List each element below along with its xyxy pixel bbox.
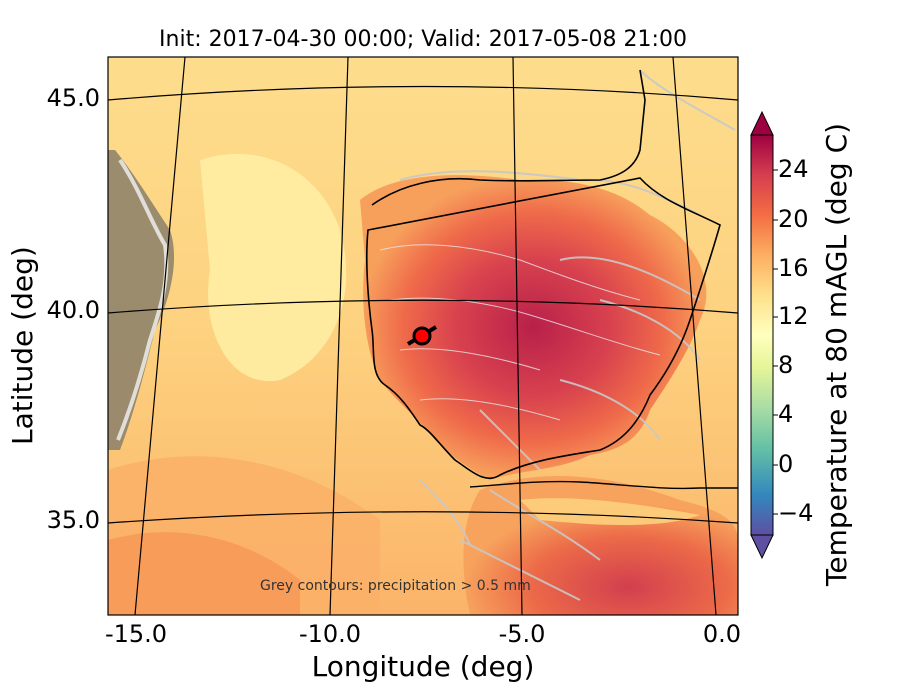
colorbar-tick-label: 16 — [778, 254, 809, 282]
colorbar-tick-label: 0 — [778, 450, 794, 478]
colorbar-tick-label: 24 — [778, 155, 809, 183]
y-tick-label: 35.0 — [46, 506, 100, 534]
colorbar-tick-label: 8 — [778, 351, 794, 379]
colorbar-max-extend — [750, 110, 774, 136]
terrain-ridge — [108, 150, 175, 450]
chart-title: Init: 2017-04-30 00:00; Valid: 2017-05-0… — [159, 27, 687, 52]
colorbar-tick-label: 4 — [778, 400, 794, 428]
y-axis-label: Latitude (deg) — [6, 246, 39, 445]
colorbar-body — [751, 135, 773, 535]
y-tick-label: 45.0 — [46, 84, 100, 112]
cool-region — [200, 153, 347, 382]
colorbar-min-extend — [750, 534, 774, 560]
x-tick-label: -5.0 — [498, 620, 546, 648]
plot-frame — [107, 56, 739, 616]
x-axis-label: Longitude (deg) — [311, 650, 535, 683]
graticule — [108, 57, 738, 615]
precipitation-contours — [399, 69, 736, 601]
colorbar-tick-label: −4 — [778, 499, 814, 527]
coastline — [365, 69, 721, 480]
x-tick-label: -15.0 — [104, 620, 168, 648]
x-tick-label: -10.0 — [298, 620, 362, 648]
site-marker — [412, 326, 432, 346]
precipitation-note: Grey contours: precipitation > 0.5 mm — [260, 578, 531, 594]
colorbar-tick-label: 12 — [778, 302, 809, 330]
y-tick-label: 40.0 — [46, 296, 100, 324]
x-tick-label: 0.0 — [702, 620, 742, 648]
colorbar-label: Temperature at 80 mAGL (deg C) — [820, 122, 853, 586]
colorbar-tick-label: 20 — [778, 205, 809, 233]
